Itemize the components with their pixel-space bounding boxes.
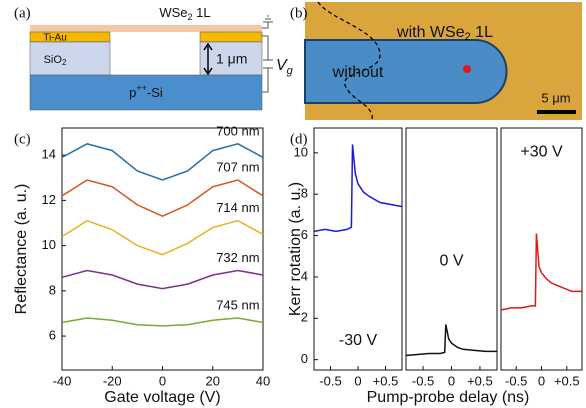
series-label: 714 nm (216, 200, 259, 215)
superscript: ++ (136, 83, 147, 93)
x-tick-label: -0.5 (412, 373, 434, 388)
series-label: 732 nm (216, 250, 259, 265)
series-line (314, 145, 402, 232)
y-axis-label: Kerr rotation (a. u.) (287, 182, 304, 316)
panel-label: (d) (290, 131, 308, 147)
x-tick-label: -0.5 (319, 373, 341, 388)
x-tick-label: +0.5 (373, 373, 399, 388)
x-tick-label: 40 (256, 373, 270, 388)
x-tick-label: 0 (448, 373, 455, 388)
y-tick-label: 8 (49, 282, 56, 297)
scale-label: 5 μm (541, 90, 570, 105)
oxide-layer (30, 42, 110, 75)
figure: (a) WSe2 1L Ti-Au SiO2 1 μm Vg p++-Si (b… (0, 0, 586, 408)
x-axis-label: Gate voltage (V) (104, 389, 221, 406)
series-label: 700 nm (216, 123, 259, 138)
series-line (406, 325, 497, 356)
schematic: (a) WSe2 1L Ti-Au SiO2 1 μm Vg p++-Si (14, 5, 294, 110)
panel-label: (c) (14, 131, 31, 147)
y-tick-label: 12 (42, 192, 56, 207)
x-axis-label: Pump-probe delay (ns) (367, 389, 530, 406)
y-tick-label: 0 (301, 351, 308, 366)
panel-label: (a) (14, 5, 31, 21)
x-tick-label: 20 (206, 373, 220, 388)
metal-layer (200, 32, 262, 42)
subscript: 2 (62, 58, 67, 67)
y-axis-label: Reflectance (a. u.) (13, 184, 30, 315)
gate-label: Vg (276, 57, 294, 77)
text: with WSe (396, 24, 465, 41)
without-label: without (332, 64, 384, 81)
x-tick-label: -40 (53, 373, 72, 388)
x-tick-label: +0.5 (467, 373, 493, 388)
metal-layer (30, 32, 110, 42)
x-tick-label: 0 (538, 373, 545, 388)
series-label: 707 nm (216, 159, 259, 174)
thickness-label: 1 μm (216, 51, 247, 67)
annotation: +30 V (520, 143, 563, 160)
series-line (501, 234, 582, 311)
series-line (62, 271, 263, 289)
plot-frame (406, 128, 497, 370)
y-tick-label: 6 (49, 328, 56, 343)
metal-label: Ti-Au (43, 33, 67, 44)
text: -Si (147, 85, 163, 100)
y-tick-label: 14 (42, 147, 56, 162)
subscript: g (287, 65, 294, 77)
flake-label: WSe2 1L (159, 5, 210, 22)
text: 1L (471, 24, 493, 41)
flake-layer (30, 25, 262, 32)
x-tick-label: +0.5 (554, 373, 580, 388)
x-tick-label: 0 (159, 373, 166, 388)
probe-spot (463, 65, 471, 73)
series-line (62, 318, 263, 326)
x-tick-label: 0 (354, 373, 361, 388)
x-tick-label: -0.5 (505, 373, 527, 388)
y-tick-label: 10 (42, 237, 56, 252)
panel-label: (b) (290, 5, 308, 21)
with-label: with WSe2 1L (396, 24, 493, 43)
x-tick-label: -20 (103, 373, 122, 388)
text: p (129, 85, 136, 100)
annotation: -30 V (339, 332, 378, 349)
text: SiO (44, 54, 63, 66)
annotation: 0 V (439, 252, 463, 269)
series-label: 745 nm (216, 297, 259, 312)
text: WSe (159, 5, 187, 20)
plot-frame (501, 128, 582, 370)
substrate-label: p++-Si (129, 83, 163, 100)
text: 1L (193, 5, 211, 20)
micrograph: (b) with WSe2 1L without 5 μm (290, 2, 582, 120)
gate-circuit (262, 16, 273, 92)
